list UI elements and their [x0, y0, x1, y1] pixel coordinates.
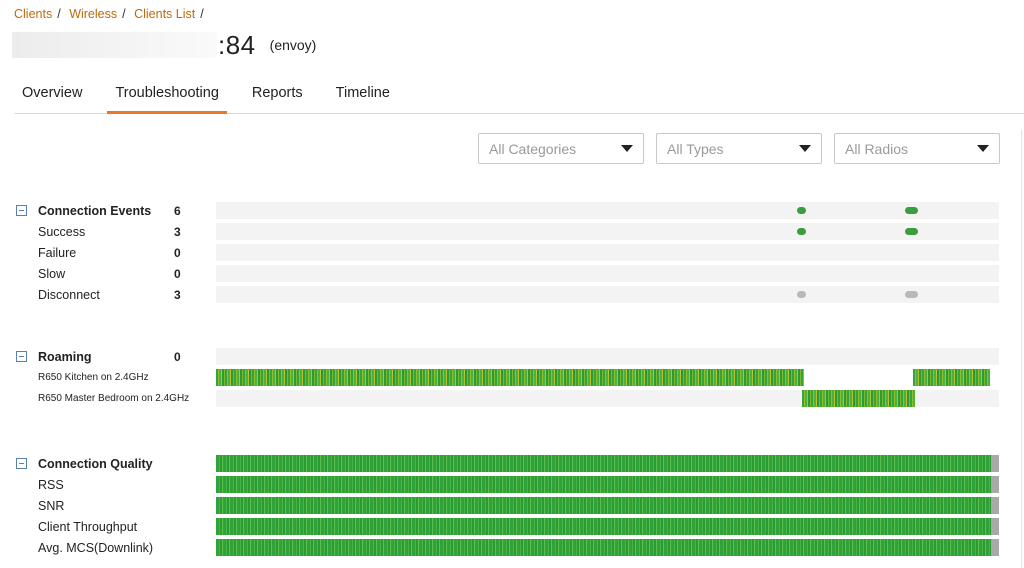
redacted-client-name	[12, 32, 217, 58]
breadcrumb-wireless[interactable]: Wireless	[69, 7, 118, 21]
quality-bar[interactable]	[216, 518, 991, 535]
breadcrumb-clients-list[interactable]: Clients List	[134, 7, 196, 21]
categories-select[interactable]: All Categories	[478, 133, 644, 164]
disconnect-label: Disconnect	[38, 287, 100, 302]
client-throughput-label: Client Throughput	[38, 519, 138, 534]
collapse-icon[interactable]	[16, 205, 27, 216]
quality-bar[interactable]	[216, 455, 991, 472]
roaming-kitchen-track	[216, 369, 999, 386]
success-label: Success	[38, 224, 86, 239]
roaming-row-master-bedroom: R650 Master Bedroom on 2.4GHz	[16, 389, 1006, 408]
roaming-ap-label: R650 Kitchen on 2.4GHz	[38, 372, 149, 383]
roaming-section: Roaming 0 R650 Kitchen on 2.4GHz R650 Ma…	[16, 347, 1006, 408]
quality-no-data	[991, 497, 999, 514]
roaming-header: Roaming 0	[16, 347, 1006, 366]
connection-events-title: Connection Events	[38, 203, 152, 218]
avg-mcs-row: Avg. MCS(Downlink)	[16, 538, 1006, 557]
page-title-suffix: :84	[218, 29, 256, 60]
roaming-row-kitchen: R650 Kitchen on 2.4GHz	[16, 368, 1006, 387]
caret-down-icon	[799, 145, 811, 152]
connection-events-header: Connection Events 6	[16, 201, 1006, 220]
connection-events-count: 6	[174, 203, 181, 218]
scrollbar-track[interactable]	[1021, 130, 1024, 568]
types-select-value: All Types	[667, 140, 724, 157]
roaming-count: 0	[174, 349, 181, 364]
slow-row: Slow 0	[16, 264, 1006, 283]
quality-bar[interactable]	[216, 497, 991, 514]
quality-no-data	[991, 455, 999, 472]
connection-events-section: Connection Events 6 Success 3 Failure 0 …	[16, 201, 1006, 304]
success-event-marker[interactable]	[797, 207, 806, 214]
breadcrumb-trailing: /	[200, 7, 204, 21]
client-throughput-track	[216, 518, 999, 535]
rss-label: RSS	[38, 477, 64, 492]
disconnect-event-marker[interactable]	[905, 291, 918, 298]
connection-quality-section: Connection Quality RSS SNR Client Throug…	[16, 454, 1006, 557]
snr-track	[216, 497, 999, 514]
types-select[interactable]: All Types	[656, 133, 822, 164]
breadcrumb-clients[interactable]: Clients	[14, 7, 53, 21]
tab-overview[interactable]: Overview	[22, 85, 83, 101]
tab-reports[interactable]: Reports	[251, 85, 303, 101]
disconnect-row: Disconnect 3	[16, 285, 1006, 304]
success-event-marker[interactable]	[905, 228, 918, 235]
rss-track	[216, 476, 999, 493]
connection-quality-header: Connection Quality	[16, 454, 1006, 473]
quality-no-data	[991, 518, 999, 535]
disconnect-count: 3	[174, 287, 181, 302]
collapse-icon[interactable]	[16, 351, 27, 362]
slow-track	[216, 265, 999, 282]
radios-select[interactable]: All Radios	[834, 133, 1000, 164]
connection-events-track	[216, 202, 999, 219]
roaming-master-bedroom-track	[216, 390, 999, 407]
tab-bar: Overview Troubleshooting Reports Timelin…	[14, 78, 1024, 114]
quality-bar[interactable]	[216, 476, 991, 493]
disconnect-event-marker[interactable]	[797, 291, 806, 298]
success-row: Success 3	[16, 222, 1006, 241]
avg-mcs-label: Avg. MCS(Downlink)	[38, 540, 154, 555]
snr-row: SNR	[16, 496, 1006, 515]
page-title-hostname: (envoy)	[269, 37, 317, 53]
connection-quality-track	[216, 455, 999, 472]
failure-track	[216, 244, 999, 261]
tab-troubleshooting[interactable]: Troubleshooting	[107, 78, 227, 114]
categories-select-value: All Categories	[489, 140, 577, 157]
quality-no-data	[991, 539, 999, 556]
failure-row: Failure 0	[16, 243, 1006, 262]
success-event-marker[interactable]	[797, 228, 806, 235]
client-throughput-row: Client Throughput	[16, 517, 1006, 536]
quality-no-data	[991, 476, 999, 493]
failure-label: Failure	[38, 245, 77, 260]
roaming-title: Roaming	[38, 349, 92, 364]
avg-mcs-track	[216, 539, 999, 556]
breadcrumb: Clients / Wireless / Clients List /	[14, 7, 204, 21]
association-segment[interactable]	[913, 369, 990, 386]
success-count: 3	[174, 224, 181, 239]
connection-quality-title: Connection Quality	[38, 456, 153, 471]
slow-label: Slow	[38, 266, 66, 281]
rss-row: RSS	[16, 475, 1006, 494]
collapse-icon[interactable]	[16, 458, 27, 469]
radios-select-value: All Radios	[845, 140, 909, 157]
success-track	[216, 223, 999, 240]
success-event-marker[interactable]	[905, 207, 918, 214]
snr-label: SNR	[38, 498, 65, 513]
roaming-ap-label: R650 Master Bedroom on 2.4GHz	[38, 393, 190, 404]
association-segment[interactable]	[216, 369, 804, 386]
disconnect-track	[216, 286, 999, 303]
quality-bar[interactable]	[216, 539, 991, 556]
tab-timeline[interactable]: Timeline	[335, 85, 390, 101]
page-title: :84 (envoy)	[12, 28, 316, 62]
association-segment[interactable]	[802, 390, 915, 407]
roaming-track	[216, 348, 999, 365]
filter-bar: All Categories All Types All Radios	[478, 133, 1000, 164]
slow-count: 0	[174, 266, 181, 281]
caret-down-icon	[977, 145, 989, 152]
caret-down-icon	[621, 145, 633, 152]
failure-count: 0	[174, 245, 181, 260]
